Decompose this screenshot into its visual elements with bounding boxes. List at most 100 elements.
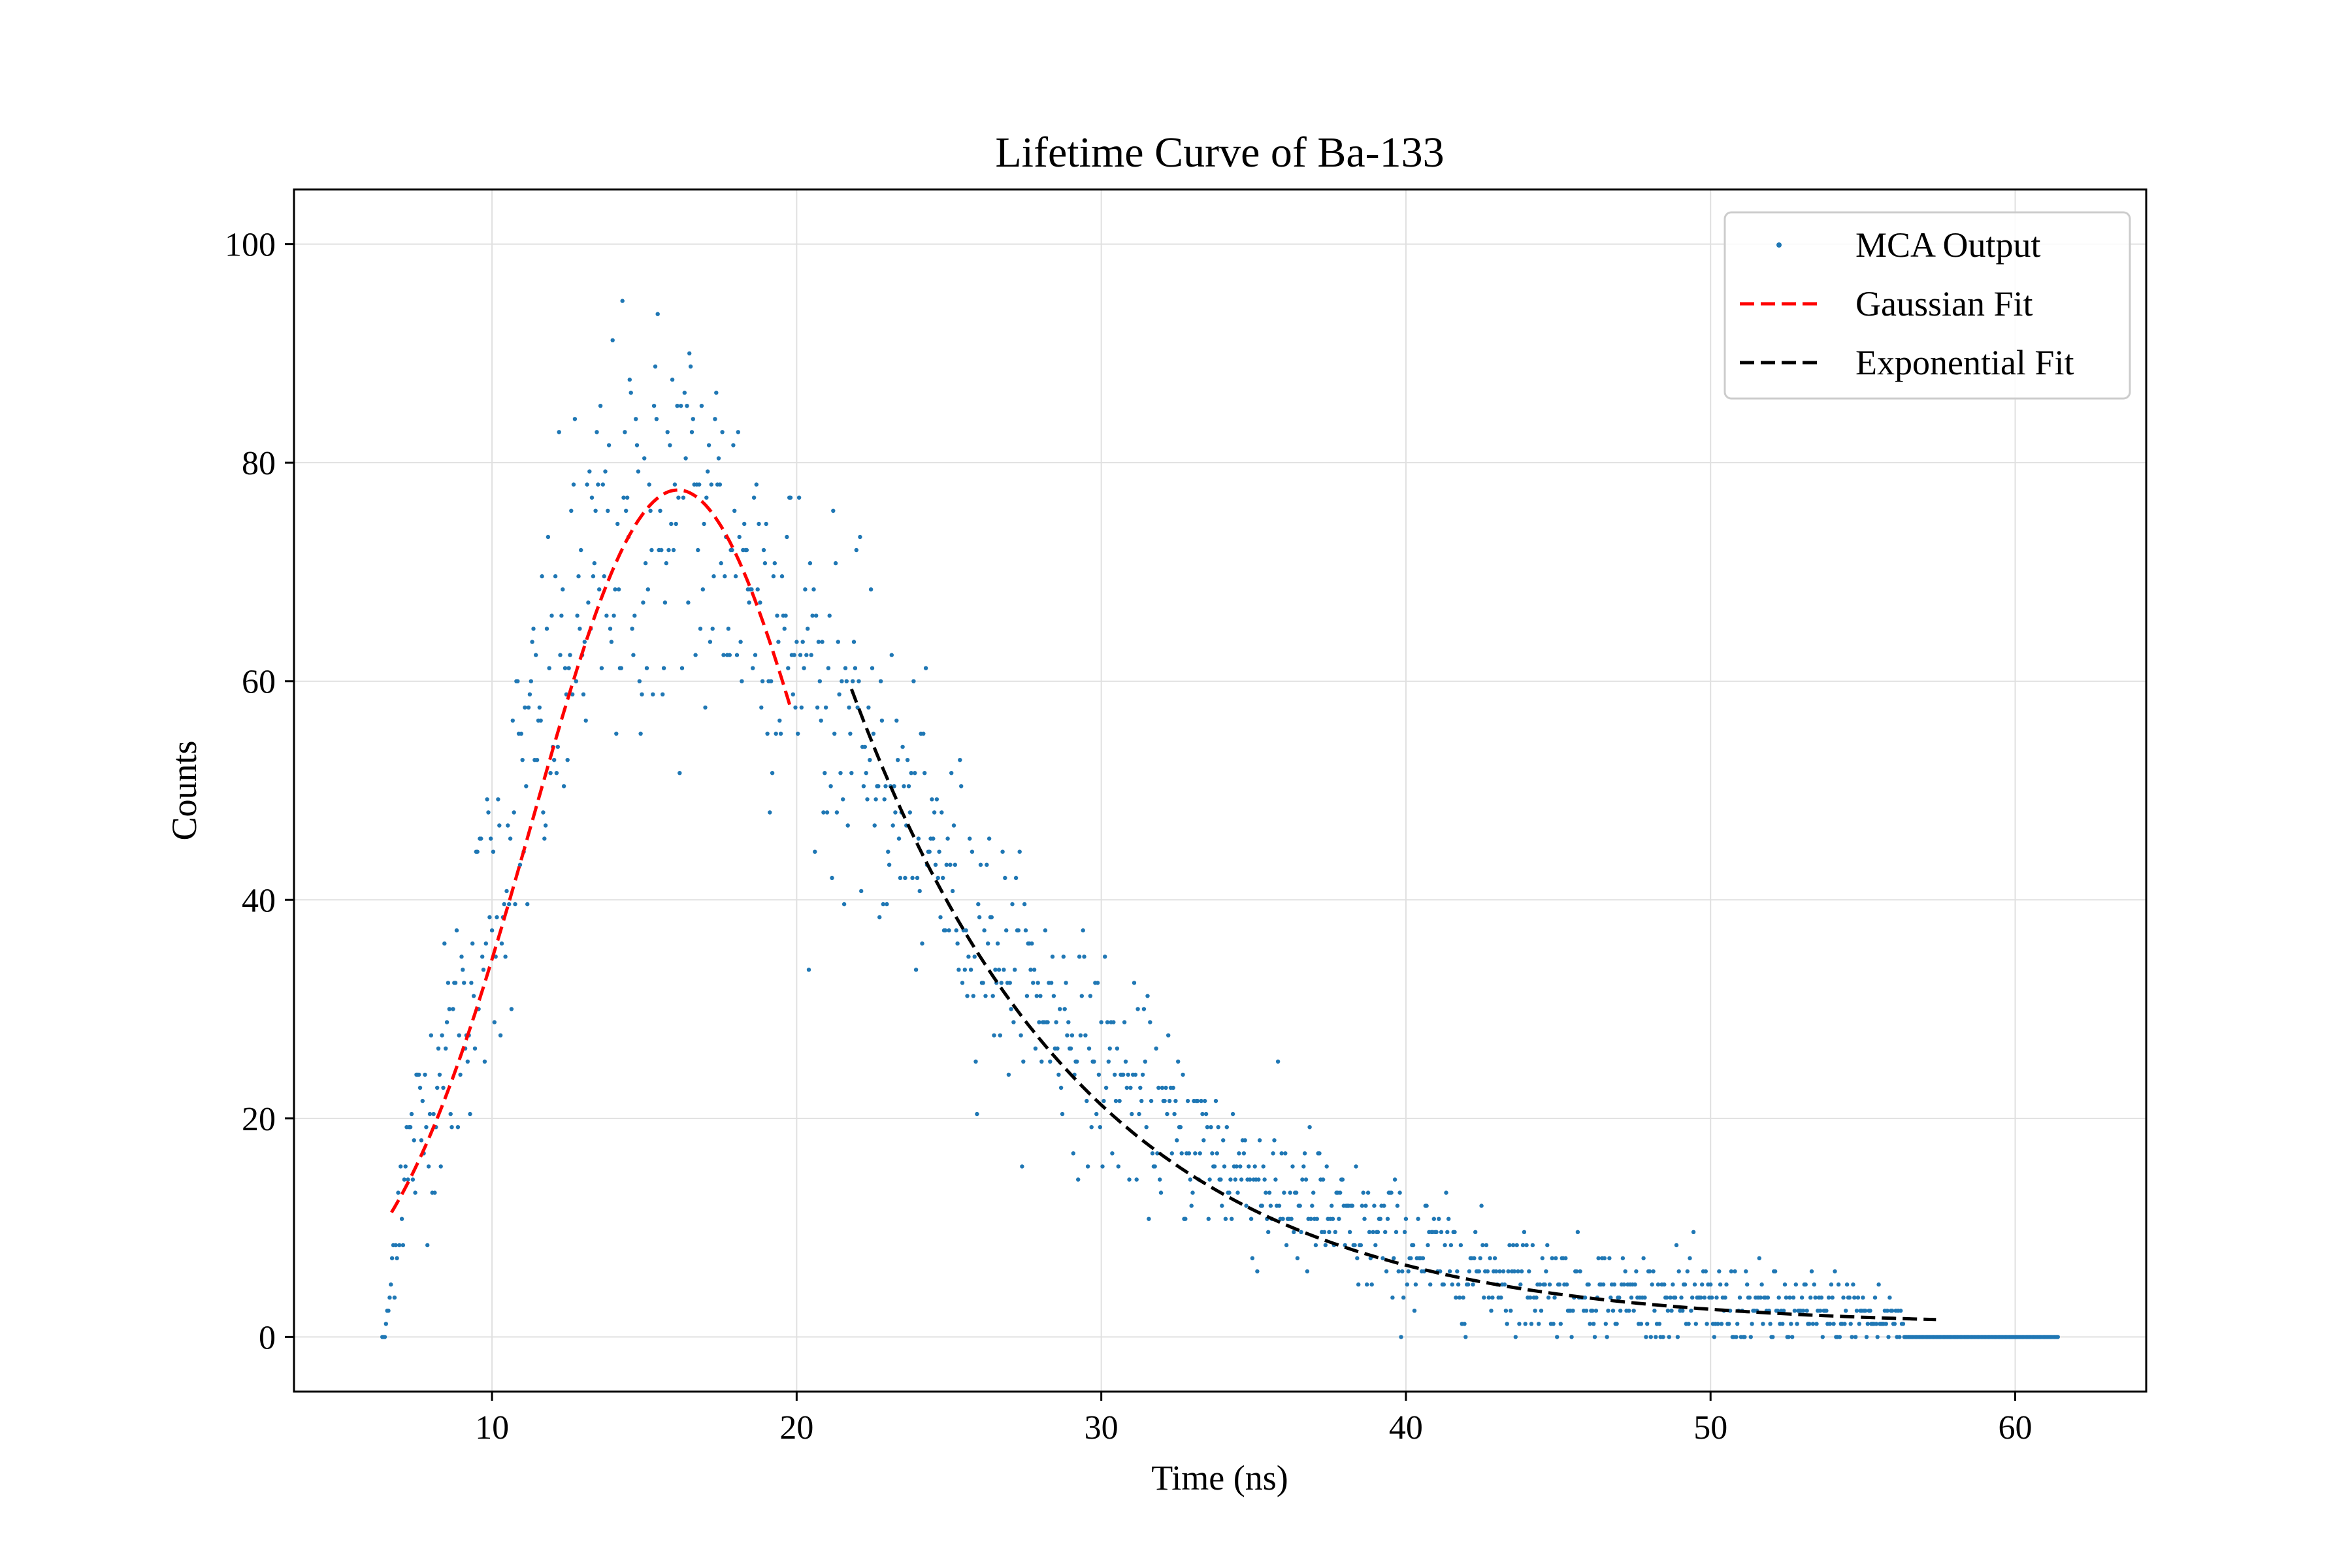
mca-point-159: [574, 679, 578, 683]
mca-point-657: [1181, 1072, 1185, 1077]
mca-point-507: [998, 1033, 1003, 1037]
mca-point-444: [921, 731, 926, 736]
mca-point-1047: [1656, 1282, 1661, 1287]
mca-point-1037: [1644, 1335, 1648, 1339]
mca-point-1159: [1792, 1309, 1797, 1313]
mca-point-1045: [1654, 1335, 1658, 1339]
mca-point-844: [1409, 1256, 1413, 1261]
mca-point-208: [634, 417, 638, 421]
mca-point-354: [811, 587, 816, 592]
mca-point-359: [817, 679, 823, 683]
mca-point-173: [591, 574, 596, 579]
mca-point-626: [1143, 1059, 1148, 1064]
mca-point-733: [1273, 1177, 1278, 1182]
mca-point-198: [621, 495, 626, 500]
mca-point-628: [1145, 994, 1150, 998]
mca-point-676: [1203, 1111, 1209, 1117]
mca-point-698: [1230, 1111, 1235, 1117]
mca-point-228: [658, 508, 662, 513]
mca-point-625: [1141, 1007, 1147, 1011]
mca-point-570: [1075, 1059, 1079, 1064]
mca-point-285: [727, 653, 732, 657]
mca-point-1211: [1855, 1295, 1861, 1300]
mca-point-506: [996, 968, 1002, 972]
mca-point-266: [704, 495, 709, 500]
mca-point-179: [598, 404, 603, 408]
mca-point-865: [1434, 1230, 1439, 1235]
mca-point-956: [1545, 1243, 1550, 1248]
mca-point-287: [730, 547, 734, 553]
mca-point-229: [659, 547, 664, 553]
mca-point-1181: [1819, 1295, 1824, 1300]
mca-point-1237: [1887, 1295, 1892, 1300]
mca-point-455: [934, 797, 939, 802]
mca-point-409: [878, 679, 883, 683]
mca-point-996: [1593, 1309, 1599, 1313]
mca-point-655: [1178, 1125, 1183, 1130]
mca-point-1029: [1634, 1269, 1639, 1274]
mca-point-667: [1193, 1151, 1198, 1156]
mca-point-565: [1068, 1046, 1073, 1051]
mca-point-595: [1105, 1020, 1110, 1024]
mca-point-1192: [1833, 1269, 1837, 1274]
mca-point-193: [615, 521, 620, 527]
mca-point-488: [975, 1111, 979, 1117]
mca-point-396: [862, 744, 868, 749]
mca-point-1218: [1864, 1335, 1869, 1339]
mca-point-1076: [1691, 1230, 1696, 1235]
mca-point-472: [955, 941, 960, 946]
mca-point-162: [578, 627, 582, 631]
mca-point-1156: [1789, 1322, 1793, 1326]
mca-point-177: [596, 482, 600, 487]
mca-point-143: [554, 771, 559, 776]
mca-point-813: [1371, 1230, 1375, 1235]
mca-point-186: [606, 443, 612, 448]
mca-point-269: [708, 640, 713, 644]
mca-point-942: [1528, 1295, 1533, 1300]
mca-point-371: [832, 731, 837, 736]
mca-point-1123: [1748, 1335, 1753, 1339]
mca-point-577: [1083, 1033, 1088, 1037]
mca-point-190: [612, 613, 616, 618]
mca-point-885: [1458, 1243, 1463, 1248]
mca-point-91: [491, 849, 496, 854]
mca-point-108: [512, 810, 516, 815]
mca-point-57: [449, 1125, 454, 1130]
mca-point-576: [1082, 955, 1086, 959]
mca-point-407: [876, 784, 881, 789]
mca-point-264: [702, 521, 706, 527]
mca-point-1151: [1782, 1282, 1788, 1287]
mca-point-142: [553, 574, 558, 579]
mca-point-691: [1222, 1164, 1227, 1169]
mca-point-48: [438, 1164, 443, 1169]
mca-point-163: [579, 547, 583, 553]
mca-point-321: [771, 574, 776, 579]
mca-point-221: [649, 547, 654, 553]
mca-point-741: [1283, 1151, 1288, 1156]
mca-point-435: [910, 875, 915, 881]
mca-point-257: [693, 653, 698, 657]
mca-point-100: [502, 902, 506, 907]
mca-point-1154: [1786, 1335, 1791, 1339]
mca-point-977: [1571, 1309, 1575, 1313]
y-tick-label-1: 20: [242, 1101, 276, 1138]
mca-point-509: [1000, 849, 1005, 854]
mca-point-994: [1592, 1322, 1596, 1326]
mca-point-1005: [1605, 1335, 1609, 1339]
mca-point-1190: [1830, 1295, 1835, 1300]
mca-point-537: [1034, 994, 1039, 998]
mca-point-1105: [1727, 1322, 1731, 1326]
mca-point-388: [853, 666, 858, 670]
mca-point-498: [987, 836, 992, 841]
mca-point-440: [916, 836, 921, 841]
mca-point-432: [906, 784, 911, 789]
mca-point-1098: [1718, 1282, 1723, 1287]
mca-point-906: [1484, 1243, 1489, 1248]
mca-point-421: [893, 810, 898, 815]
mca-point-172: [589, 495, 595, 500]
mca-point-1011: [1612, 1282, 1617, 1287]
mca-point-424: [896, 836, 902, 841]
mca-point-98: [499, 941, 504, 946]
mca-point-846: [1411, 1243, 1416, 1248]
mca-point-804: [1360, 1203, 1364, 1208]
